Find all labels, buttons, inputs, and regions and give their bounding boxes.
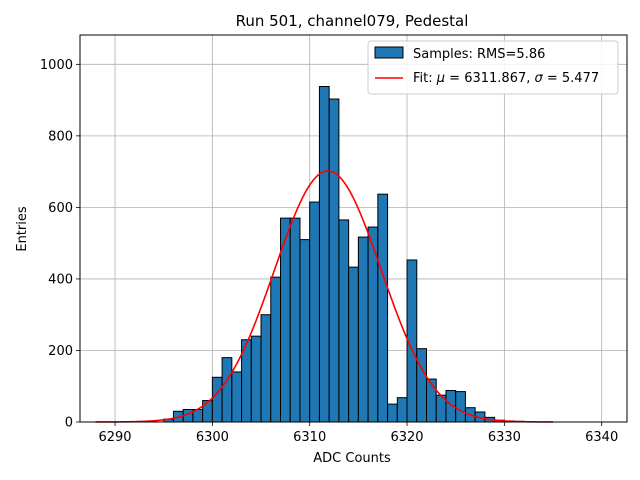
y-tick-label: 400 [48, 272, 73, 287]
histogram-bar [348, 266, 359, 423]
histogram-bar [455, 391, 466, 423]
legend-label-fit: Fit: μ = 6311.867, σ = 5.477 [413, 71, 599, 86]
histogram-bar [270, 276, 282, 423]
x-tick-label: 6300 [196, 430, 229, 445]
legend-fit-sigma-symbol: σ [535, 71, 544, 86]
legend-fit-prefix: Fit: [413, 71, 437, 86]
y-tick-label: 1000 [40, 58, 73, 73]
fit-curve-line [95, 170, 554, 423]
x-tick-label: 6310 [293, 430, 326, 445]
histogram-bar [387, 403, 398, 423]
histogram-bar [260, 314, 272, 423]
x-axis-label: ADC Counts [313, 451, 391, 466]
histogram-bar [328, 98, 340, 423]
x-tick-label: 6320 [390, 430, 423, 445]
axis-ticks: 6290 6300 6310 6320 6330 6340 0 200 400 600 800 100… [40, 58, 618, 445]
histogram-bar [357, 236, 369, 423]
legend-box [367, 40, 619, 95]
y-tick-label: 800 [48, 129, 73, 144]
legend-label-histogram: Samples: RMS=5.86 [413, 47, 545, 62]
x-tick-label: 6290 [98, 430, 131, 445]
legend-fit-sigma-value: = 5.477 [543, 71, 599, 86]
histogram-bars [163, 86, 525, 423]
histogram-bar [425, 378, 437, 423]
chart-title: Run 501, channel079, Pedestal [236, 12, 469, 30]
histogram-bar [377, 193, 389, 423]
histogram-bar [396, 397, 408, 423]
histogram-bar [318, 86, 330, 423]
legend-fit-mu-symbol: μ [436, 71, 445, 86]
y-tick-label: 0 [65, 416, 73, 431]
histogram-bar [338, 219, 350, 423]
legend-swatch-histogram [374, 46, 404, 59]
histogram-bar [221, 357, 233, 423]
legend: Samples: RMS=5.86 Fit: μ = 6311.867, σ =… [367, 40, 619, 95]
histogram-bar [211, 376, 223, 423]
x-tick-label: 6340 [585, 430, 618, 445]
histogram-bar [416, 348, 427, 423]
histogram-bar [299, 239, 311, 423]
y-tick-label: 200 [48, 344, 73, 359]
fit-curve-layer [95, 170, 554, 423]
histogram-bar [309, 201, 320, 423]
plot-area-frame [79, 34, 628, 423]
histogram-bar [202, 400, 213, 423]
legend-fit-mu-value: = 6311.867, [445, 71, 534, 86]
histogram-bar [289, 217, 301, 423]
y-axis-label: Entries [15, 206, 30, 252]
histogram-bar [250, 335, 262, 423]
y-tick-label: 600 [48, 201, 73, 216]
x-tick-label: 6330 [488, 430, 521, 445]
histogram-bar [231, 371, 243, 423]
